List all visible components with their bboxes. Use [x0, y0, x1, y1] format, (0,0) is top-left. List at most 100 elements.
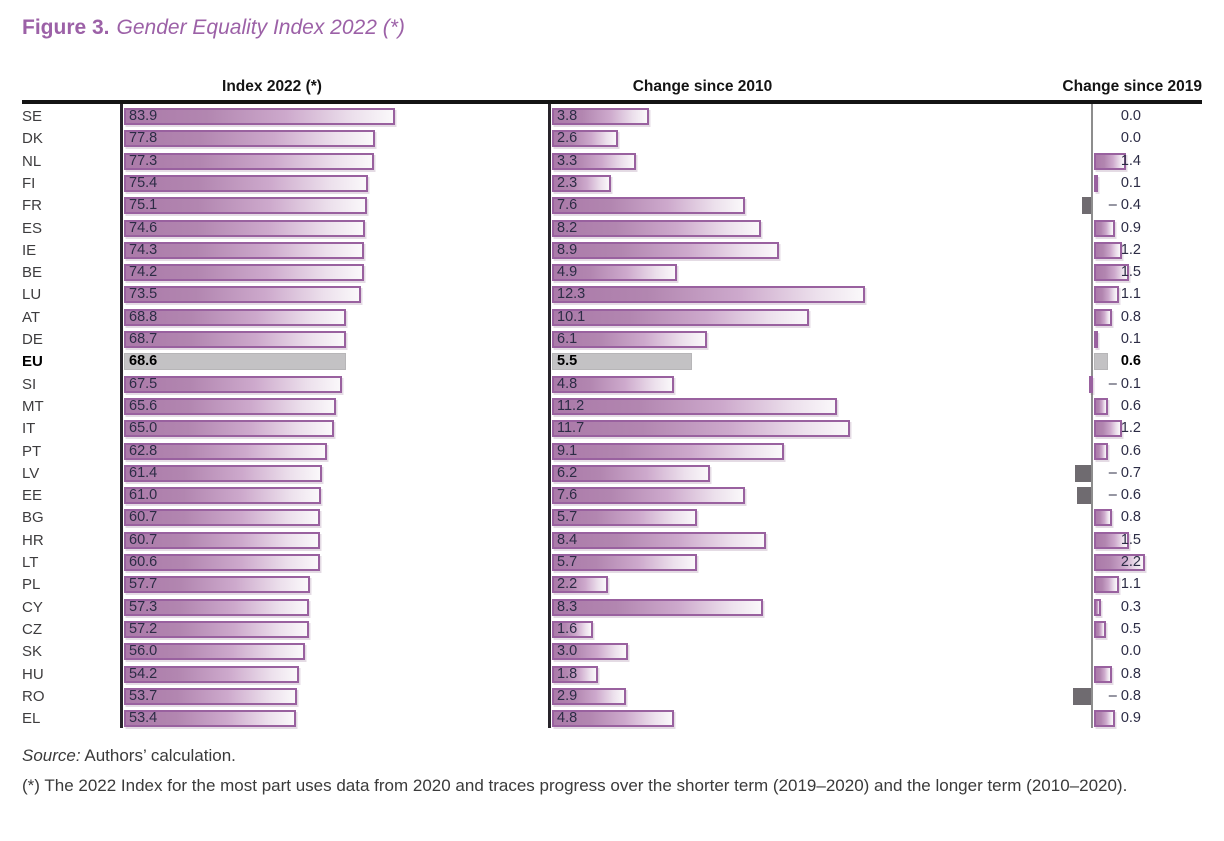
- bar-change-2010: [552, 665, 598, 683]
- country-label-lt: LT: [22, 554, 39, 571]
- country-label-it: IT: [22, 420, 36, 438]
- bar-change-2010: [552, 687, 626, 705]
- bar-index-2022: [124, 397, 336, 415]
- bar-index-2022: [124, 598, 310, 616]
- value-index-2022: 53.7: [129, 687, 158, 704]
- bar-change-2010: [552, 219, 761, 237]
- bar-index-2022: [124, 509, 321, 527]
- value-change-2019: 2.2: [1120, 554, 1141, 570]
- country-label-dk: DK: [22, 130, 43, 148]
- value-change-2010: 7.6: [557, 197, 578, 214]
- value-change-2010: 4.8: [557, 375, 578, 392]
- country-label-lu: LU: [22, 286, 42, 304]
- axis-line-change-2019: [1091, 104, 1093, 728]
- country-label-bg: BG: [22, 509, 44, 527]
- column-header-change-2010: Change since 2010: [632, 78, 773, 95]
- bar-change-2019: [1094, 219, 1115, 237]
- bar-index-2022: [124, 531, 321, 549]
- value-index-2022: 61.4: [129, 464, 158, 481]
- bar-index-2022: [124, 687, 298, 705]
- bar-change-2010: [552, 620, 593, 638]
- value-change-2010: 3.3: [557, 152, 578, 169]
- value-change-2010: 8.9: [557, 241, 578, 258]
- value-change-2019: 1.2: [1120, 241, 1141, 258]
- value-index-2022: 77.3: [129, 152, 158, 169]
- value-change-2010: 2.3: [557, 174, 578, 191]
- bar-change-2010: [552, 643, 629, 661]
- bar-index-2022: [124, 219, 365, 237]
- bar-change-2019: [1088, 375, 1093, 393]
- bar-change-2010: [552, 397, 838, 415]
- country-label-el: EL: [22, 710, 41, 728]
- bar-change-2019: [1077, 487, 1091, 505]
- figure-number: Figure 3.: [22, 16, 110, 39]
- value-change-2019: – 0.7: [1108, 464, 1141, 481]
- value-change-2010: 5.7: [557, 509, 578, 526]
- bar-index-2022: [124, 108, 395, 125]
- value-change-2019: 1.2: [1120, 420, 1141, 437]
- bar-change-2019: [1081, 197, 1091, 215]
- value-change-2019: 0.8: [1120, 665, 1141, 682]
- value-change-2010: 9.1: [557, 442, 578, 459]
- bar-index-2022: [124, 710, 297, 728]
- value-change-2019: 0.8: [1120, 509, 1141, 526]
- bar-change-2010: [552, 420, 850, 438]
- bar-change-2010: [552, 197, 746, 215]
- value-change-2019: 0.5: [1120, 620, 1141, 637]
- value-change-2019: 0.0: [1120, 130, 1141, 147]
- bar-change-2019: [1094, 598, 1101, 616]
- value-index-2022: 68.8: [129, 308, 158, 325]
- value-change-2010: 3.8: [557, 108, 578, 124]
- value-change-2019: 0.3: [1120, 598, 1141, 615]
- bar-index-2022: [124, 308, 347, 326]
- bar-index-2022: [124, 554, 320, 571]
- bar-change-2019: [1094, 308, 1113, 326]
- country-label-be: BE: [22, 264, 43, 282]
- bar-change-2010: [552, 286, 866, 304]
- bar-change-2019: [1094, 620, 1106, 638]
- bar-change-2019: [1094, 152, 1127, 170]
- value-index-2022: 68.7: [129, 331, 158, 347]
- figure-title-text: Gender Equality Index 2022 (*): [116, 16, 405, 39]
- header-rule: [22, 100, 1202, 104]
- value-change-2019: 0.0: [1120, 108, 1141, 124]
- country-label-pl: PL: [22, 576, 41, 594]
- bar-change-2019: [1094, 576, 1120, 594]
- bar-change-2019: [1072, 687, 1091, 705]
- country-label-pt: PT: [22, 442, 42, 460]
- value-index-2022: 60.7: [129, 531, 158, 548]
- value-change-2010: 6.2: [557, 464, 578, 481]
- value-change-2019: 1.5: [1120, 531, 1141, 548]
- bar-change-2019: [1094, 665, 1113, 683]
- value-change-2010: 2.2: [557, 576, 578, 593]
- value-change-2010: 1.6: [557, 620, 578, 637]
- bar-change-2010: [552, 331, 708, 348]
- value-index-2022: 74.6: [129, 219, 158, 236]
- value-change-2019: 0.9: [1120, 219, 1141, 236]
- country-label-ro: RO: [22, 687, 45, 705]
- bar-change-2010: [552, 531, 766, 549]
- source-text: Authors’ calculation.: [80, 746, 236, 765]
- value-index-2022: 57.2: [129, 620, 158, 637]
- footnote: (*) The 2022 Index for the most part use…: [22, 776, 1128, 795]
- value-change-2010: 8.3: [557, 598, 578, 615]
- country-label-fi: FI: [22, 174, 36, 192]
- value-index-2022: 83.9: [129, 108, 158, 124]
- bar-change-2010: [552, 464, 710, 482]
- bar-index-2022: [124, 353, 346, 371]
- country-label-hu: HU: [22, 665, 44, 683]
- bar-change-2019: [1094, 420, 1122, 438]
- value-change-2010: 8.2: [557, 219, 578, 236]
- country-label-se: SE: [22, 108, 43, 125]
- bar-change-2019: [1094, 353, 1108, 371]
- value-change-2019: – 0.4: [1108, 197, 1141, 214]
- value-change-2010: 2.6: [557, 130, 578, 147]
- axis-line-change-2010: [548, 104, 551, 728]
- bar-change-2019: [1094, 531, 1129, 549]
- bar-change-2019: [1074, 464, 1091, 482]
- country-label-nl: NL: [22, 152, 42, 170]
- bar-change-2010: [552, 353, 692, 371]
- bar-change-2019: [1094, 331, 1098, 348]
- value-change-2010: 5.5: [557, 353, 578, 370]
- country-label-ee: EE: [22, 487, 43, 505]
